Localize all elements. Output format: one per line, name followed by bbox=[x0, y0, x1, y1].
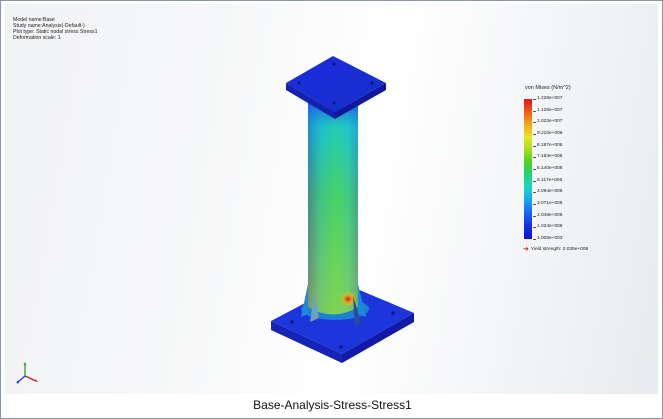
legend-tick bbox=[533, 239, 536, 240]
deformation-scale-text: Deformation scale: 1 bbox=[13, 35, 61, 42]
legend-color-bar bbox=[524, 99, 532, 239]
yield-strength-marker: ➜ Yield strength: 2.039e+008 bbox=[523, 246, 589, 253]
legend-tick bbox=[533, 134, 536, 135]
legend-tick-label: 1.023e+007 bbox=[537, 119, 563, 125]
legend-tick bbox=[533, 169, 536, 170]
legend-tick-label: 1.228e+007 bbox=[537, 96, 563, 101]
legend-tick-label: 9.210e+006 bbox=[537, 131, 563, 136]
legend-tick bbox=[533, 145, 536, 147]
legend-tick bbox=[533, 99, 536, 100]
yield-strength-text: Yield strength: 2.039e+008 bbox=[530, 247, 589, 252]
legend-tick-label: 1.126e+007 bbox=[537, 107, 563, 113]
legend-tick bbox=[533, 215, 536, 217]
legend-tick bbox=[533, 157, 536, 159]
study-name-text: Study name:Analysis(-Default-) bbox=[13, 23, 85, 30]
legend-tick-label: 1.024e+006 bbox=[537, 224, 563, 230]
plot-type-text: Plot type: Static nodal stress Stress1 bbox=[13, 29, 98, 36]
legend-tick-label: 4.094e+006 bbox=[537, 189, 563, 195]
graphics-viewport[interactable]: Model name:Base Study name:Analysis(-Def… bbox=[5, 4, 658, 394]
model-name-text: Model name:Base bbox=[13, 17, 55, 23]
legend-tick-label: 6.140e+006 bbox=[537, 166, 563, 171]
column-body bbox=[308, 102, 358, 315]
legend-tick bbox=[533, 227, 536, 229]
study-info-block: Model name:Base Study name:Analysis(-Def… bbox=[13, 17, 97, 41]
legend-tick-label: 2.048e+006 bbox=[537, 212, 563, 218]
stress-plot-model[interactable] bbox=[5, 4, 658, 394]
legend-tick-label: 8.187e+006 bbox=[537, 142, 563, 148]
gusset-ribs bbox=[301, 284, 366, 326]
legend-title: von Mises (N/m^2) bbox=[525, 85, 571, 91]
legend-tick-label: 5.117e+006 bbox=[537, 177, 563, 183]
legend-tick-label: 3.071e+006 bbox=[537, 201, 563, 206]
legend-tick bbox=[533, 180, 536, 182]
top-plate bbox=[286, 56, 386, 119]
axis-triad-icon[interactable] bbox=[15, 360, 41, 386]
yield-arrow-icon: ➜ bbox=[523, 246, 529, 253]
figure-caption: Base-Analysis-Stress-Stress1 bbox=[253, 398, 412, 412]
legend-tick bbox=[533, 122, 536, 124]
legend-tick bbox=[533, 204, 536, 205]
legend-tick bbox=[533, 192, 536, 194]
legend-tick-label: 1.009e+003 bbox=[537, 236, 563, 241]
legend-tick-label: 7.163e+006 bbox=[537, 154, 563, 160]
legend-tick bbox=[533, 110, 536, 112]
